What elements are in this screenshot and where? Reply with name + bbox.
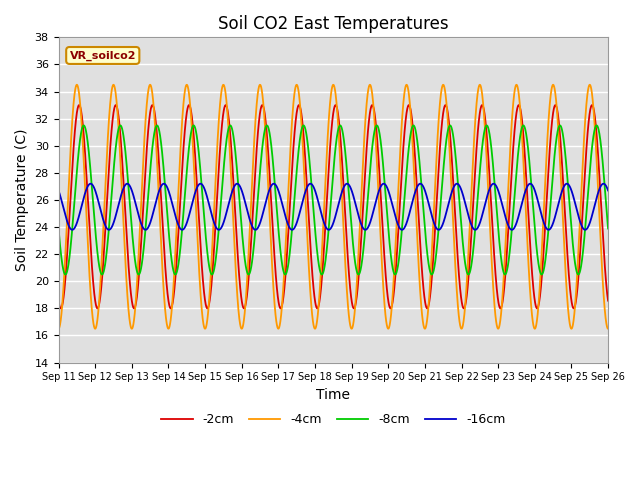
-2cm: [173, 261, 180, 267]
-16cm: [208, 214, 216, 219]
X-axis label: Time: Time: [316, 388, 350, 402]
-4cm: [173, 228, 180, 234]
-8cm: [173, 270, 180, 276]
Line: -16cm: -16cm: [58, 184, 608, 230]
-4cm: [604, 325, 612, 331]
Line: -8cm: -8cm: [58, 125, 608, 275]
Line: -4cm: -4cm: [58, 85, 608, 329]
-4cm: [208, 247, 216, 252]
-2cm: [604, 297, 612, 302]
-8cm: [54, 226, 62, 231]
-8cm: [208, 272, 216, 277]
-4cm: [387, 313, 395, 319]
Line: -2cm: -2cm: [58, 105, 608, 308]
-16cm: [387, 196, 395, 202]
-2cm: [208, 273, 216, 279]
-8cm: [397, 241, 404, 247]
-8cm: [387, 253, 395, 259]
-4cm: [604, 326, 612, 332]
-2cm: [552, 103, 560, 108]
-8cm: [552, 139, 560, 145]
-16cm: [54, 188, 62, 193]
-2cm: [588, 102, 596, 108]
-2cm: [54, 298, 62, 303]
-16cm: [397, 226, 404, 232]
-16cm: [552, 210, 560, 216]
Y-axis label: Soil Temperature (C): Soil Temperature (C): [15, 129, 29, 271]
-4cm: [54, 326, 62, 332]
-8cm: [604, 226, 612, 231]
-4cm: [552, 96, 560, 102]
Text: VR_soilco2: VR_soilco2: [70, 50, 136, 60]
-4cm: [73, 82, 81, 88]
-2cm: [57, 305, 65, 311]
-16cm: [600, 181, 607, 187]
-2cm: [387, 305, 395, 311]
-16cm: [604, 187, 612, 193]
Title: Soil CO2 East Temperatures: Soil CO2 East Temperatures: [218, 15, 449, 33]
-8cm: [604, 224, 612, 229]
-16cm: [68, 227, 76, 233]
Legend: -2cm, -4cm, -8cm, -16cm: -2cm, -4cm, -8cm, -16cm: [156, 408, 510, 431]
-2cm: [604, 298, 612, 303]
-2cm: [397, 189, 404, 195]
-4cm: [397, 141, 404, 147]
-8cm: [593, 122, 600, 128]
-16cm: [173, 216, 180, 222]
-16cm: [604, 188, 612, 193]
-8cm: [61, 272, 69, 277]
